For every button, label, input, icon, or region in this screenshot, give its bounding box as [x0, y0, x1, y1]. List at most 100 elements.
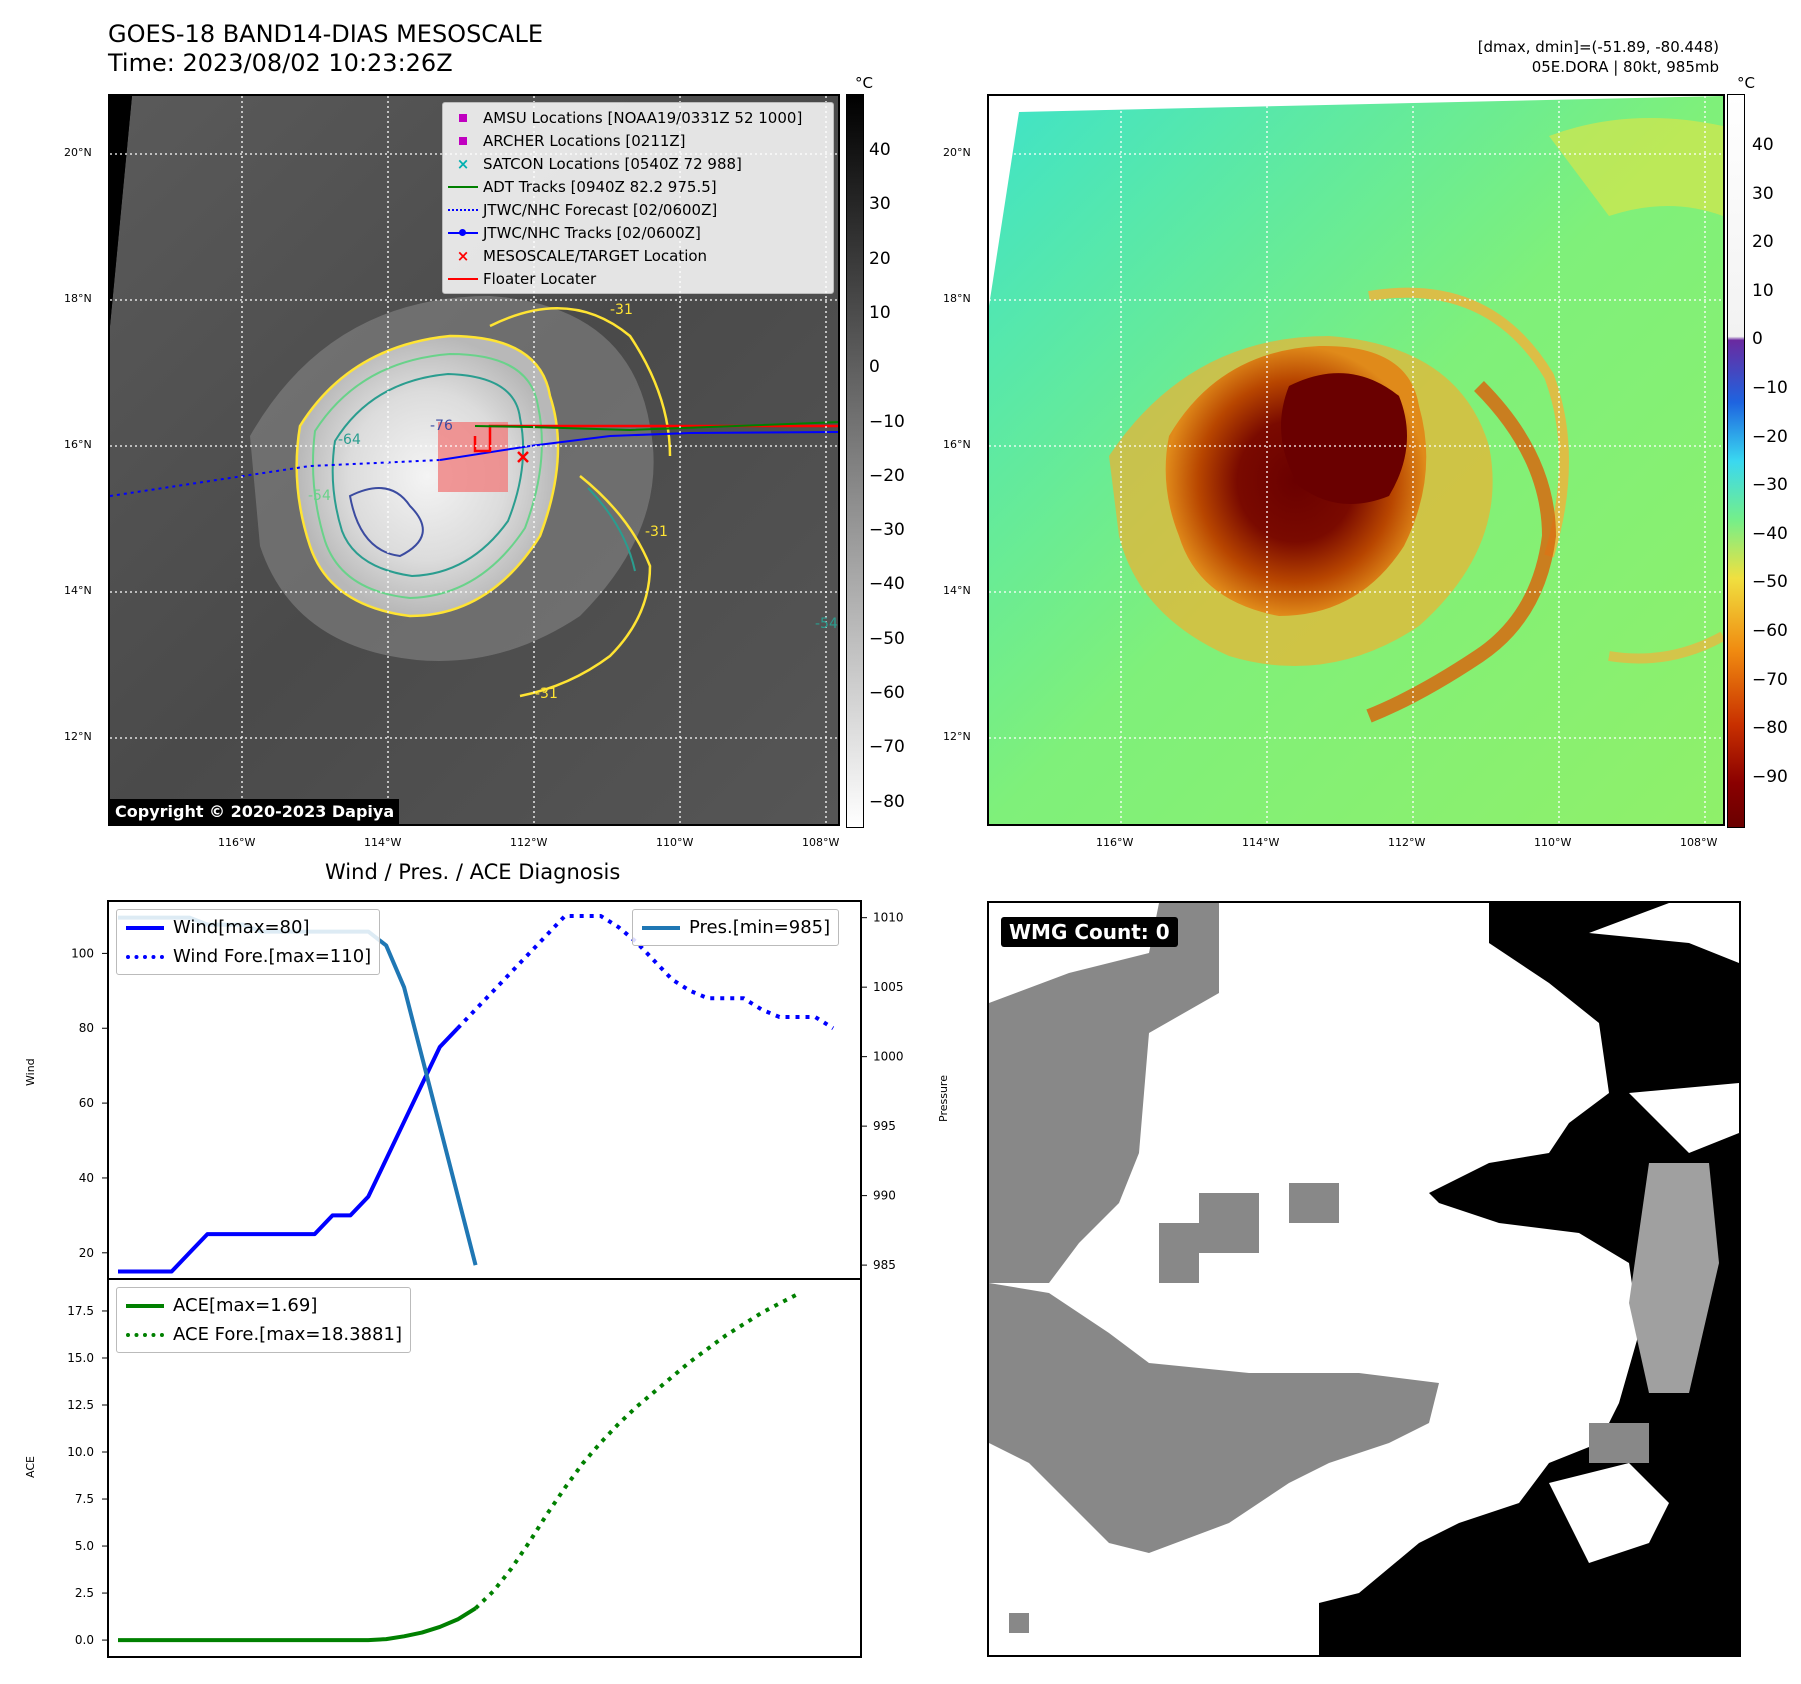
color-colorbar-tick-label: −80 [1752, 718, 1788, 739]
lat-label: 12°N [64, 730, 92, 743]
color-colorbar-tick-label: −40 [1752, 523, 1788, 544]
y-tick-label: 17.5 [67, 1304, 94, 1318]
lat-label: 14°N [64, 584, 92, 597]
wmg-classification-map [989, 903, 1739, 1655]
dotted-line-icon [117, 1320, 173, 1349]
wmg-count-badge: WMG Count: 0 [1001, 917, 1178, 947]
product-title: GOES-18 BAND14-DIAS MESOSCALE [108, 20, 544, 48]
floater-box [438, 422, 508, 492]
contour-label: -64 [338, 432, 361, 448]
storm-info-label: 05E.DORA | 80kt, 985mb [1531, 58, 1719, 76]
color-colorbar-tick-label: −60 [1752, 621, 1788, 641]
gray-colorbar-unit: °C [855, 74, 873, 92]
gray-colorbar-tick-label: 20 [869, 248, 891, 269]
color-colorbar-tick-label: −50 [1752, 572, 1788, 593]
ir-color-map [987, 94, 1725, 826]
gray-colorbar-tick-label: 10 [869, 302, 891, 323]
gray-colorbar-tick-label: −40 [869, 574, 905, 595]
pressure-legend: Pres.[min=985] [632, 909, 840, 946]
wind-axis-label: Wind [24, 1058, 37, 1086]
lon-label: 112°W [510, 836, 548, 849]
ace-axis-label: ACE [24, 1456, 37, 1478]
diagnosis-chart-title: Wind / Pres. / ACE Diagnosis [325, 860, 621, 884]
y-tick-label: 10.0 [67, 1445, 94, 1459]
lat-label: 18°N [64, 292, 92, 305]
y2-tick-label: 1010 [873, 911, 904, 925]
contour-label: -76 [430, 418, 453, 434]
y2-tick-label: 1000 [873, 1050, 904, 1064]
solid-line-icon [443, 175, 483, 198]
color-colorbar-tick-label: 0 [1752, 329, 1763, 350]
legend-item-satcon: × SATCON Locations [0540Z 72 988] [443, 152, 833, 175]
y-tick-label: 60 [79, 1096, 94, 1110]
lon-label: 114°W [1242, 836, 1280, 849]
y-tick-label: 5.0 [75, 1539, 94, 1553]
color-colorbar-tick-label: −90 [1752, 766, 1788, 787]
y-tick-label: 20 [79, 1246, 94, 1260]
ir-gray-map: -76 -64 -54 -31 -31 -31 -54 Copyright © … [108, 94, 840, 826]
ace-series-line [118, 1606, 477, 1643]
timestamp: Time: 2023/08/02 10:23:26Z [108, 49, 453, 77]
legend-item-adt: ADT Tracks [0940Z 82.2 975.5] [443, 175, 833, 198]
gray-colorbar-tick-label: −10 [869, 411, 905, 432]
y-tick-label: 15.0 [67, 1351, 94, 1365]
lat-label: 16°N [943, 438, 971, 451]
lat-label: 16°N [64, 438, 92, 451]
legend-item-archer: ARCHER Locations [0211Z] [443, 129, 833, 152]
contour-label: -31 [535, 686, 558, 702]
lat-label: 14°N [943, 584, 971, 597]
color-colorbar-unit: °C [1737, 74, 1755, 92]
color-colorbar-tick-label: −70 [1752, 669, 1788, 690]
gray-colorbar-tick-label: 40 [869, 140, 891, 160]
color-colorbar-tick-label: −30 [1752, 475, 1788, 496]
gray-colorbar-tick-label: −80 [869, 791, 905, 812]
lon-label: 110°W [1534, 836, 1572, 849]
legend-item-mesoscale-target: × MESOSCALE/TARGET Location [443, 244, 833, 267]
y-tick-label: 80 [79, 1021, 94, 1035]
y-tick-label: 40 [79, 1171, 94, 1185]
solid-line-icon [117, 913, 173, 942]
y2-tick-label: 995 [873, 1119, 896, 1133]
gray-colorbar-tick-label: 30 [869, 194, 891, 215]
solid-line-icon [443, 267, 483, 290]
adt-track [474, 421, 838, 432]
legend-item-ace: ACE[max=1.69] [117, 1291, 402, 1320]
y2-tick-label: 990 [873, 1189, 896, 1203]
legend-item-wind: Wind[max=80] [117, 913, 371, 942]
contour-label: -54 [308, 488, 331, 504]
y-tick-label: 100 [71, 946, 94, 960]
lat-label: 12°N [943, 730, 971, 743]
dotted-line-icon [117, 942, 173, 971]
gray-colorbar [846, 94, 864, 828]
copyright-badge: Copyright © 2020-2023 Dapiya [110, 799, 400, 824]
contour-label: -31 [610, 302, 633, 318]
color-colorbar-tick-label: 20 [1752, 232, 1774, 253]
lat-label: 20°N [943, 146, 971, 159]
lat-label: 20°N [64, 146, 92, 159]
solid-line-icon [633, 913, 689, 942]
color-colorbar [1727, 94, 1745, 828]
legend-item-pressure: Pres.[min=985] [633, 913, 830, 942]
nhc-best-track [439, 431, 838, 461]
square-marker-icon [443, 129, 483, 152]
gray-colorbar-tick-label: −50 [869, 628, 905, 649]
y-tick-label: 0.0 [75, 1633, 94, 1647]
lon-label: 108°W [1680, 836, 1718, 849]
dotted-line-icon [443, 198, 483, 221]
legend-item-amsu: AMSU Locations [NOAA19/0331Z 52 1000] [443, 106, 833, 129]
pressure-axis-label: Pressure [937, 1075, 950, 1122]
color-colorbar-tick-label: 30 [1752, 183, 1774, 204]
ace-legend: ACE[max=1.69] ACE Fore.[max=18.3881] [116, 1287, 411, 1353]
line-with-dot-icon [443, 221, 483, 244]
y2-tick-label: 1005 [873, 980, 904, 994]
color-colorbar-tick-label: 10 [1752, 280, 1774, 301]
lon-label: 108°W [802, 836, 840, 849]
lon-label: 116°W [1096, 836, 1134, 849]
wmg-panel: WMG Count: 0 [987, 901, 1741, 1657]
lon-label: 110°W [656, 836, 694, 849]
map-legend: AMSU Locations [NOAA19/0331Z 52 1000] AR… [442, 102, 834, 294]
dmax-dmin-label: [dmax, dmin]=(-51.89, -80.448) [1477, 38, 1719, 56]
wind-series-line [118, 1026, 460, 1274]
y-tick-label: 2.5 [75, 1586, 94, 1600]
wind-legend: Wind[max=80] Wind Fore.[max=110] [116, 909, 381, 975]
